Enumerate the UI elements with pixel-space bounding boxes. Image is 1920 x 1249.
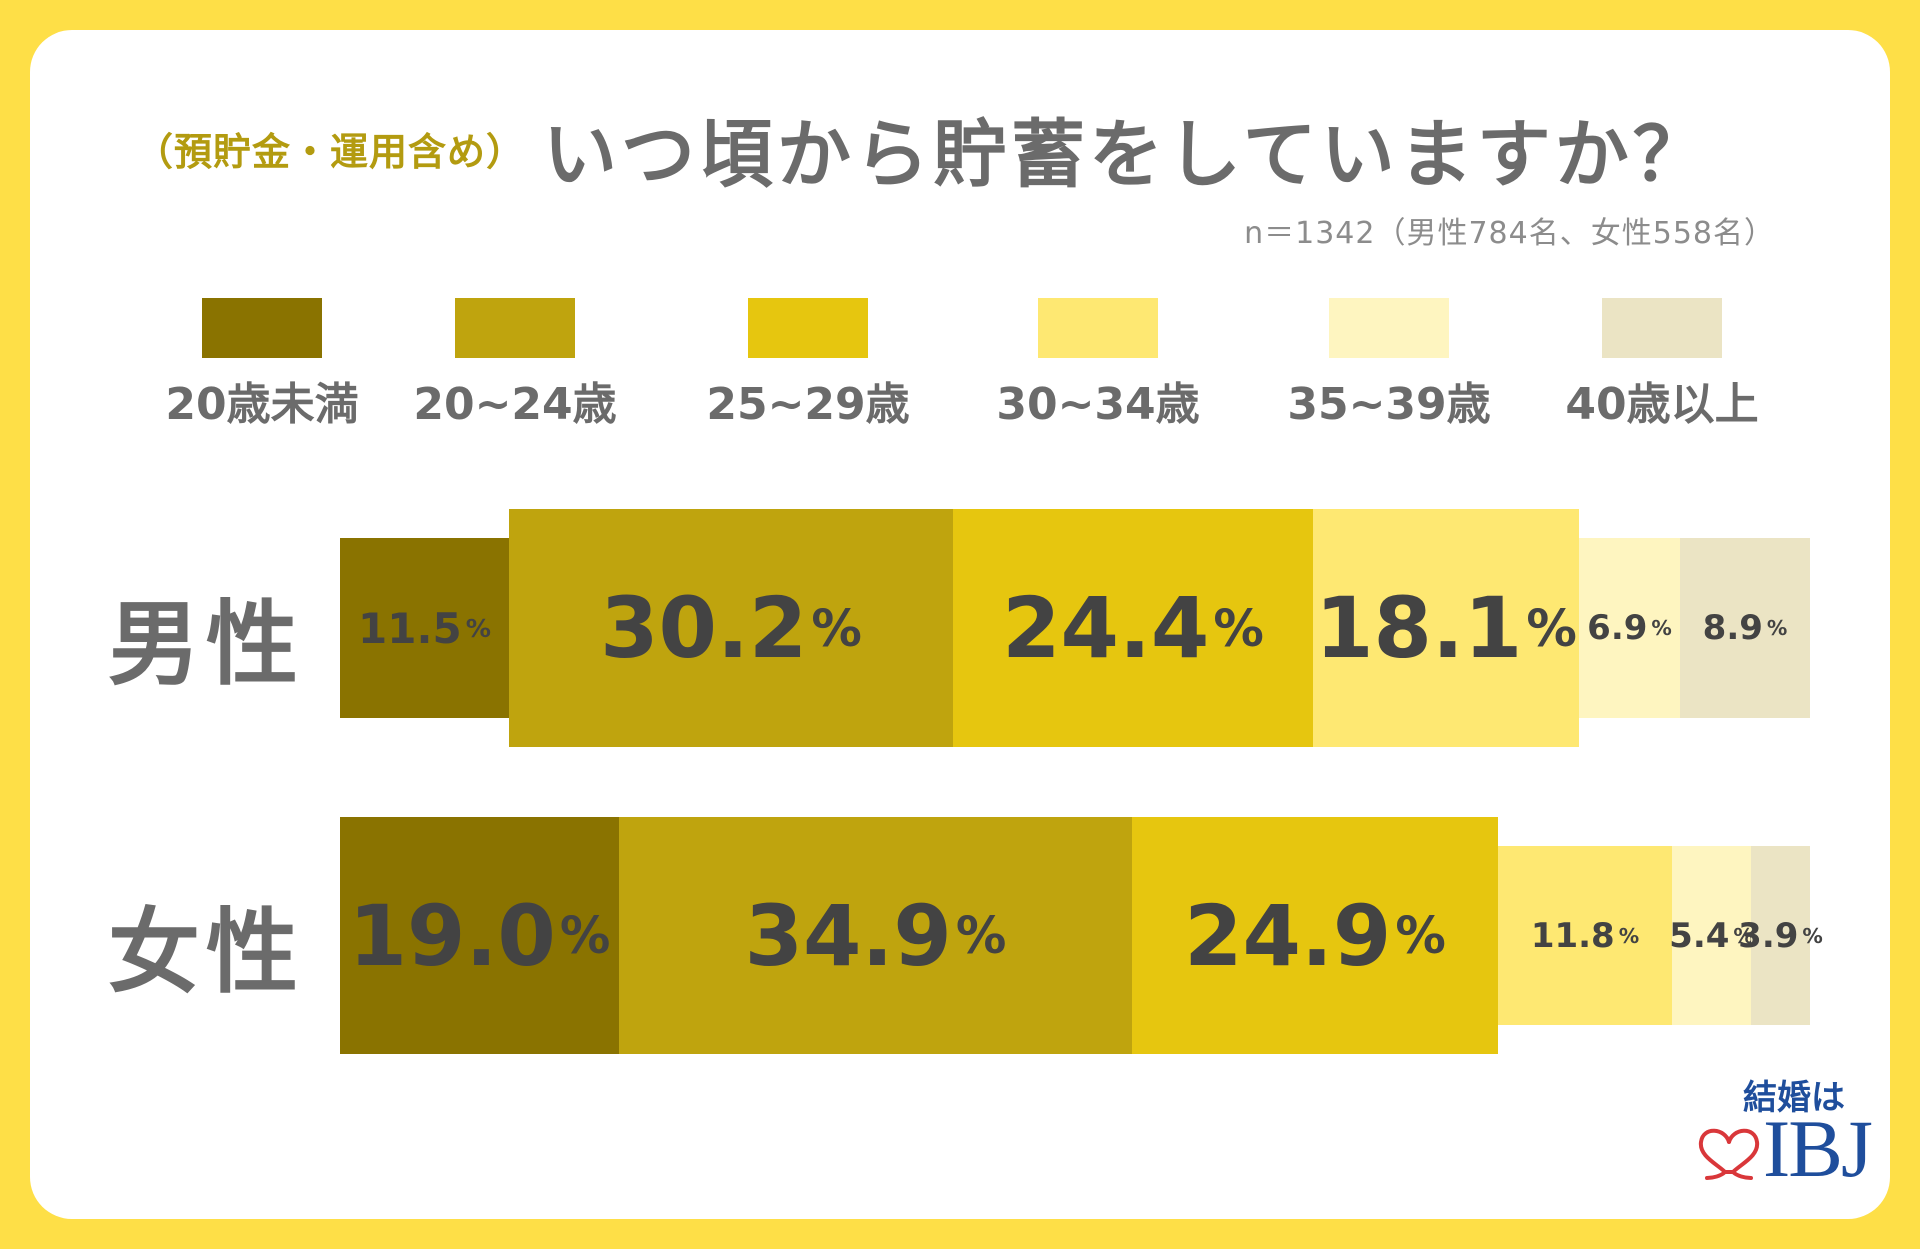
bar-segment-30-34: 11.8% [1498,846,1672,1025]
legend-swatch [748,298,868,358]
percent-sign: % [465,613,491,643]
legend-swatch [1038,298,1158,358]
legend-swatch [1329,298,1449,358]
segment-value: 11.5 [358,603,462,653]
segment-value: 8.9 [1702,608,1763,648]
percent-sign: % [1651,616,1672,640]
bar-segment-40-plus: 8.9% [1680,538,1810,718]
percent-sign: % [1802,923,1823,948]
segment-value: 24.9 [1184,886,1392,985]
legend-label: 30~34歳 [996,379,1200,430]
bar-segment-20-24: 34.9% [619,817,1132,1054]
bar-segment-25-29: 24.4% [953,509,1313,747]
logo-tagline: 結婚は [1743,1078,1845,1118]
segment-value: 6.9 [1587,608,1648,648]
legend-item-35-39: 35~39歳 [1287,298,1491,430]
bar-segment-20-24: 30.2% [509,509,953,747]
percent-sign: % [811,598,862,658]
bar-segment-30-34: 18.1% [1313,509,1579,747]
percent-sign: % [1733,923,1754,948]
legend-label: 20~24歳 [413,379,617,430]
chart-subtitle: （預貯金・運用含め） [135,129,526,174]
logo-brand: IBJ [1763,1103,1873,1194]
bar-segment-under-20: 19.0% [340,817,619,1054]
legend-label: 25~29歳 [706,379,910,430]
segment-value: 24.4 [1002,579,1210,677]
legend-swatch [202,298,322,358]
chart-title: いつ頃から貯蓄をしていますか？ [543,111,1711,198]
row-label-male: 男性 [108,591,305,698]
row-label-female: 女性 [108,899,305,1006]
segment-value: 34.9 [744,886,952,985]
segment-value: 3.9 [1738,915,1799,956]
legend-item-under-20: 20歳未満 [165,298,359,430]
segment-value: 11.8 [1530,915,1615,956]
legend-item-40-plus: 40歳以上 [1565,298,1759,430]
segment-value: 18.1 [1315,579,1523,677]
header: （預貯金・運用含め） いつ頃から貯蓄をしていますか？ [135,98,1711,198]
legend-label: 40歳以上 [1565,379,1759,430]
segment-value: 5.4 [1669,915,1730,956]
percent-sign: % [1618,923,1640,948]
percent-sign: % [1526,598,1577,658]
percent-sign: % [1766,616,1788,640]
legend-item-20-24: 20~24歳 [413,298,617,430]
legend-swatch [1602,298,1722,358]
percent-sign: % [1213,598,1264,658]
legend-item-25-29: 25~29歳 [706,298,910,430]
bar-segment-35-39: 5.4% [1669,846,1754,1025]
legend-swatch [455,298,575,358]
bar-segment-40-plus: 3.9% [1738,846,1823,1025]
heart-icon [1698,1128,1760,1180]
sample-size: n＝1342（男性784名、女性558名） [1244,216,1775,251]
ibj-logo: 結婚は IBJ [1695,1070,1873,1200]
bar-segment-35-39: 6.9% [1579,538,1680,718]
segment-value: 30.2 [600,579,808,677]
legend-label: 35~39歳 [1287,379,1491,430]
percent-sign: % [1395,906,1446,965]
percent-sign: % [955,906,1007,965]
bar-segment-25-29: 24.9% [1132,817,1498,1054]
percent-sign: % [559,906,611,965]
legend-item-30-34: 30~34歳 [996,298,1200,430]
bar-segment-under-20: 11.5% [340,538,509,718]
legend-label: 20歳未満 [165,379,359,430]
segment-value: 19.0 [348,886,556,985]
